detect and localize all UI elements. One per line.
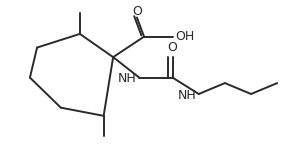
Text: OH: OH xyxy=(175,30,194,43)
Text: NH: NH xyxy=(118,72,137,86)
Text: O: O xyxy=(168,41,178,54)
Text: NH: NH xyxy=(178,89,196,102)
Text: O: O xyxy=(132,4,142,18)
